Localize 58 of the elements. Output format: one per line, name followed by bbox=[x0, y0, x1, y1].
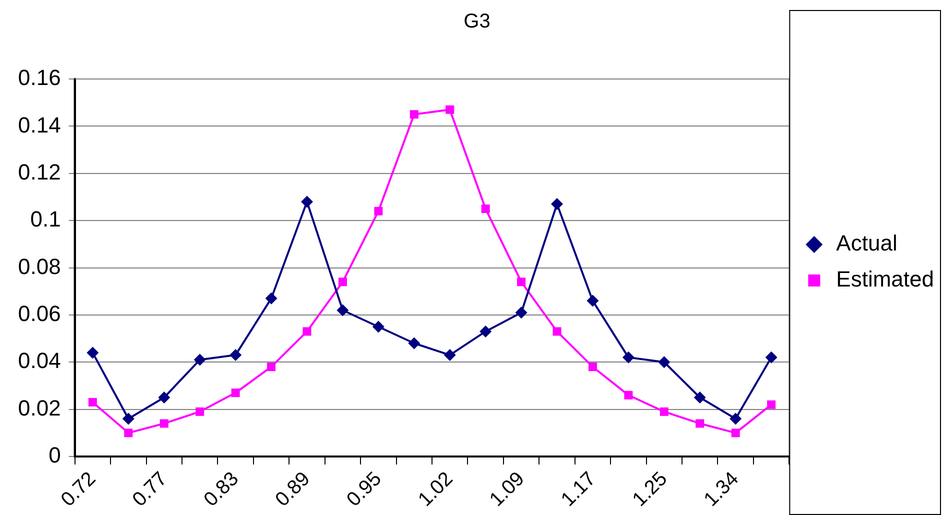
y-tick-label: 0.04 bbox=[18, 348, 61, 374]
point bbox=[408, 337, 420, 350]
point bbox=[86, 346, 99, 359]
point bbox=[551, 198, 564, 210]
point bbox=[194, 354, 206, 366]
x-tick-label: 1.09 bbox=[486, 468, 529, 511]
point bbox=[88, 398, 97, 406]
x-tick-label: 0.77 bbox=[128, 468, 172, 511]
point bbox=[338, 278, 347, 286]
point bbox=[444, 349, 456, 362]
point bbox=[624, 390, 633, 400]
point bbox=[517, 278, 526, 286]
point bbox=[588, 362, 597, 372]
legend-label: Estimated bbox=[836, 266, 934, 292]
x-tick-label: 0.72 bbox=[57, 468, 100, 511]
point bbox=[731, 428, 740, 438]
point bbox=[658, 356, 670, 368]
point bbox=[372, 320, 384, 333]
chart-title: G3 bbox=[464, 10, 490, 33]
y-tick-label: 0.06 bbox=[18, 301, 61, 326]
point bbox=[267, 362, 276, 372]
point bbox=[410, 110, 418, 119]
legend-label: Actual bbox=[836, 230, 898, 256]
point bbox=[515, 306, 528, 319]
point bbox=[552, 327, 562, 336]
y-tick-label: 0.02 bbox=[18, 395, 61, 420]
point bbox=[231, 388, 240, 398]
point bbox=[196, 407, 204, 416]
point bbox=[122, 412, 134, 425]
x-tick-label: 0.83 bbox=[200, 468, 243, 511]
point bbox=[480, 325, 492, 338]
point bbox=[481, 204, 490, 214]
point bbox=[696, 419, 704, 428]
point bbox=[265, 292, 278, 304]
point bbox=[336, 304, 349, 316]
point bbox=[230, 349, 242, 362]
point bbox=[160, 419, 168, 428]
x-tick-label: 0.89 bbox=[271, 468, 314, 511]
point bbox=[730, 412, 742, 425]
point bbox=[446, 105, 454, 114]
y-tick-label: 0 bbox=[48, 442, 61, 468]
point bbox=[158, 392, 170, 404]
point bbox=[300, 196, 313, 208]
point bbox=[767, 400, 776, 409]
point bbox=[374, 206, 383, 216]
point bbox=[302, 327, 312, 336]
point bbox=[660, 407, 668, 416]
y-tick-label: 0.14 bbox=[18, 112, 61, 138]
point bbox=[694, 392, 706, 404]
point bbox=[586, 294, 599, 307]
y-tick-label: 0.1 bbox=[30, 206, 61, 232]
point bbox=[765, 351, 778, 364]
y-tick-label: 0.08 bbox=[18, 254, 61, 279]
x-tick-label: 0.95 bbox=[342, 468, 386, 511]
y-tick-label: 0.16 bbox=[18, 65, 61, 90]
y-tick-label: 0.12 bbox=[18, 159, 61, 184]
point bbox=[124, 428, 133, 438]
point bbox=[622, 351, 634, 364]
